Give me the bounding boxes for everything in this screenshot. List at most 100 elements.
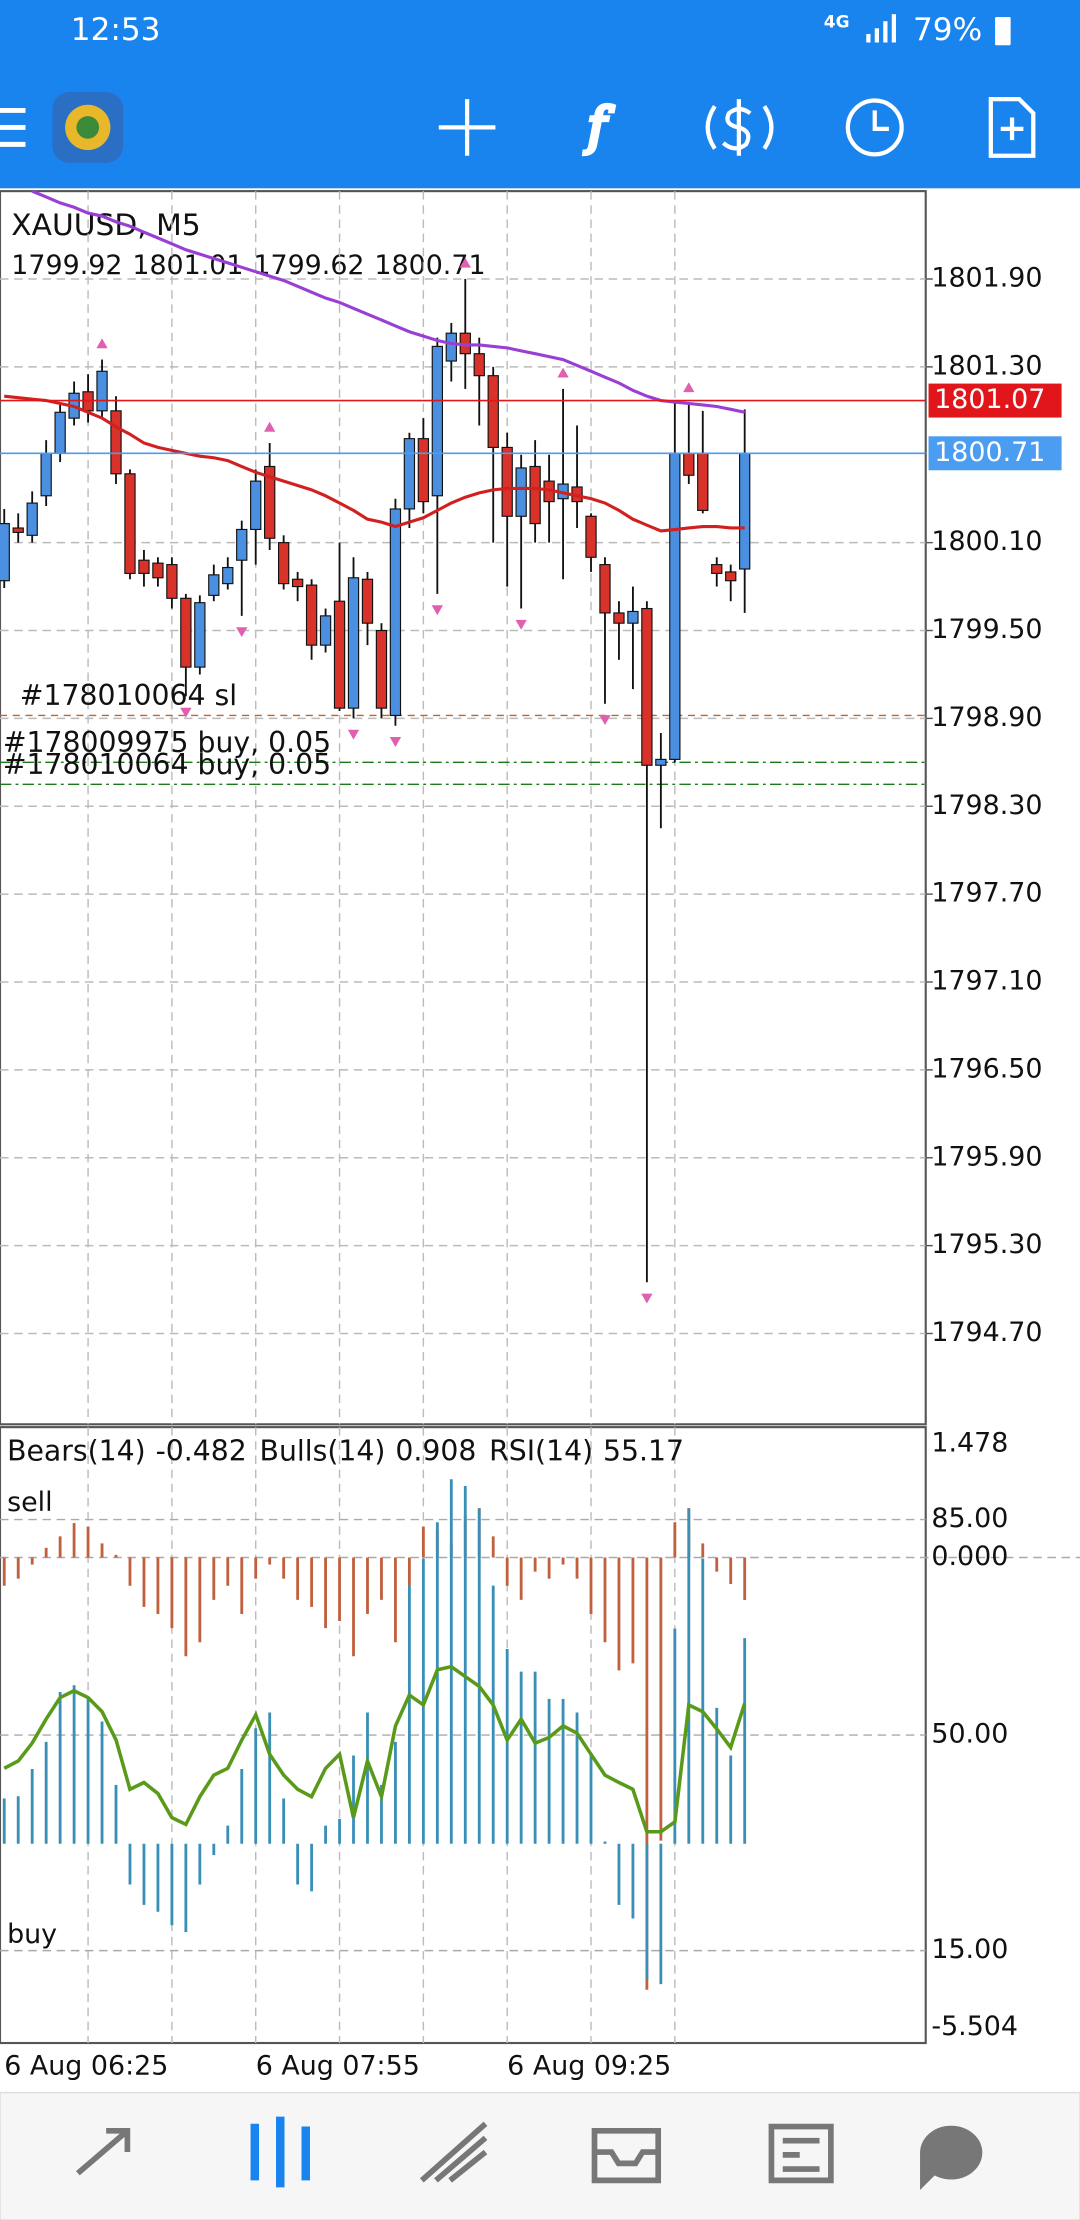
order-label: #178009975 buy, 0.05 [3,726,331,759]
ohlc-high: 1801.01 [132,250,243,281]
y2-tick-label: 85.00 [931,1503,1008,1534]
candle-body [138,559,150,574]
y-tick-label: 1798.30 [931,790,1042,821]
fractal-down [347,729,360,740]
moving-average [4,394,745,533]
x-tick-label: 6 Aug 06:25 [4,2051,168,2082]
y-tick-label: 1796.50 [931,1053,1042,1084]
ohlc-open: 1799.92 [11,250,122,281]
price-tag [928,383,1062,418]
y-tick-label: 1798.90 [931,702,1042,733]
price-tag-label: 1801.07 [934,384,1045,415]
status-network: 4G [824,13,850,33]
candle-body [417,438,430,503]
candle-body [110,410,122,475]
candle-body [194,602,206,668]
moving-average [31,189,745,414]
fractal-down [599,715,611,725]
y-tick-label: 1801.90 [931,263,1042,294]
history-button[interactable] [845,98,904,157]
y-tick-label: 1795.90 [931,1141,1042,1172]
candle-body [152,562,164,579]
status-battery: 79% [913,12,982,48]
indicator-value: 55.17 [603,1435,684,1468]
chat-tab[interactable] [920,2125,983,2191]
y-tick-label: 1797.70 [931,878,1042,909]
candle-body [739,452,751,570]
candle-body [403,438,416,510]
y-tick-label: -5.504 [931,2011,1018,2042]
candle-body [96,370,108,412]
candle-body [487,375,499,449]
candle-body [361,578,374,624]
fractal-up [264,421,276,432]
indicator-name: Bulls(14) [260,1435,386,1468]
candle-body [277,542,290,585]
candle-body [26,502,38,536]
fractal-down [180,707,192,718]
level-label: sell [7,1487,52,1518]
app-logo[interactable] [52,92,124,163]
main-chart: XAUUSD, M5 1799.92 1801.01 1799.62 1800.71 … [0,189,1062,1426]
y-tick-label: 1.478 [931,1428,1008,1459]
y2-tick-label: 50.00 [931,1719,1008,1750]
candle-body [40,452,52,497]
level-label: buy [7,1919,57,1950]
candle-body [166,564,178,599]
menu-button[interactable] [0,107,26,147]
candle-body [291,578,304,588]
candle-body [627,610,639,624]
history-tab[interactable] [591,2127,662,2184]
indicator-name: Bears(14) [7,1435,146,1468]
candle-body [697,452,709,511]
candle-body [305,584,318,646]
price-tag-label: 1800.71 [934,437,1045,468]
candle-body [599,564,611,614]
y-tick-label: 1794.70 [931,1317,1042,1348]
candle-body [264,465,276,539]
candle-body [236,528,248,561]
news-tab[interactable] [768,2123,834,2184]
fractal-up [459,257,471,268]
candle-body [711,564,723,574]
candle-body [683,452,695,476]
candle-body [12,527,24,533]
status-time: 12:53 [71,12,161,48]
chart-tab[interactable] [250,2116,310,2188]
fractal-down [389,737,402,747]
candle-body [725,571,737,582]
signal-icon [866,14,896,43]
fractal-up [683,382,695,393]
order-label: #178010064 sl [20,679,237,712]
trade-button[interactable] [705,99,774,156]
candle-body [445,332,457,362]
chart-title: XAUUSD, M5 [11,208,200,243]
fractal-down [641,1293,653,1304]
candle-body [473,353,485,377]
candle-body [613,612,625,624]
order-label: #178010064 buy, 0.05 [3,748,331,781]
fractal-down [236,627,248,638]
candle-body [124,473,136,574]
x-tick-label: 6 Aug 07:55 [256,2051,420,2082]
indicator-legend: Bears(14) -0.482 Bulls(14) 0.908 RSI(14) 55.1… [7,1435,684,1468]
trade-tab[interactable] [419,2121,488,2183]
app-header [0,0,1080,189]
y2-tick-label: 15.00 [931,1934,1008,1965]
y-tick-label: 1795.30 [931,1229,1042,1260]
y-tick-label: 1800.10 [931,526,1042,557]
new-order-button[interactable] [988,96,1036,158]
candle-body [250,480,262,531]
candle-body [347,577,360,709]
candle-body [585,515,597,558]
y-tick-label: 0.000 [931,1541,1008,1572]
crosshair-button[interactable] [438,99,496,156]
candle-body [431,345,443,497]
quotes-tab[interactable] [76,2127,131,2176]
fractal-up [557,367,569,378]
indicator-chart: 1.478 0.000 -5.504 85.00 50.00 15.00 Bears(14)… [0,1426,1080,2045]
y-tick-label: 1799.50 [931,614,1042,645]
indicator-value: 0.908 [395,1435,476,1468]
candle-body [669,452,681,760]
